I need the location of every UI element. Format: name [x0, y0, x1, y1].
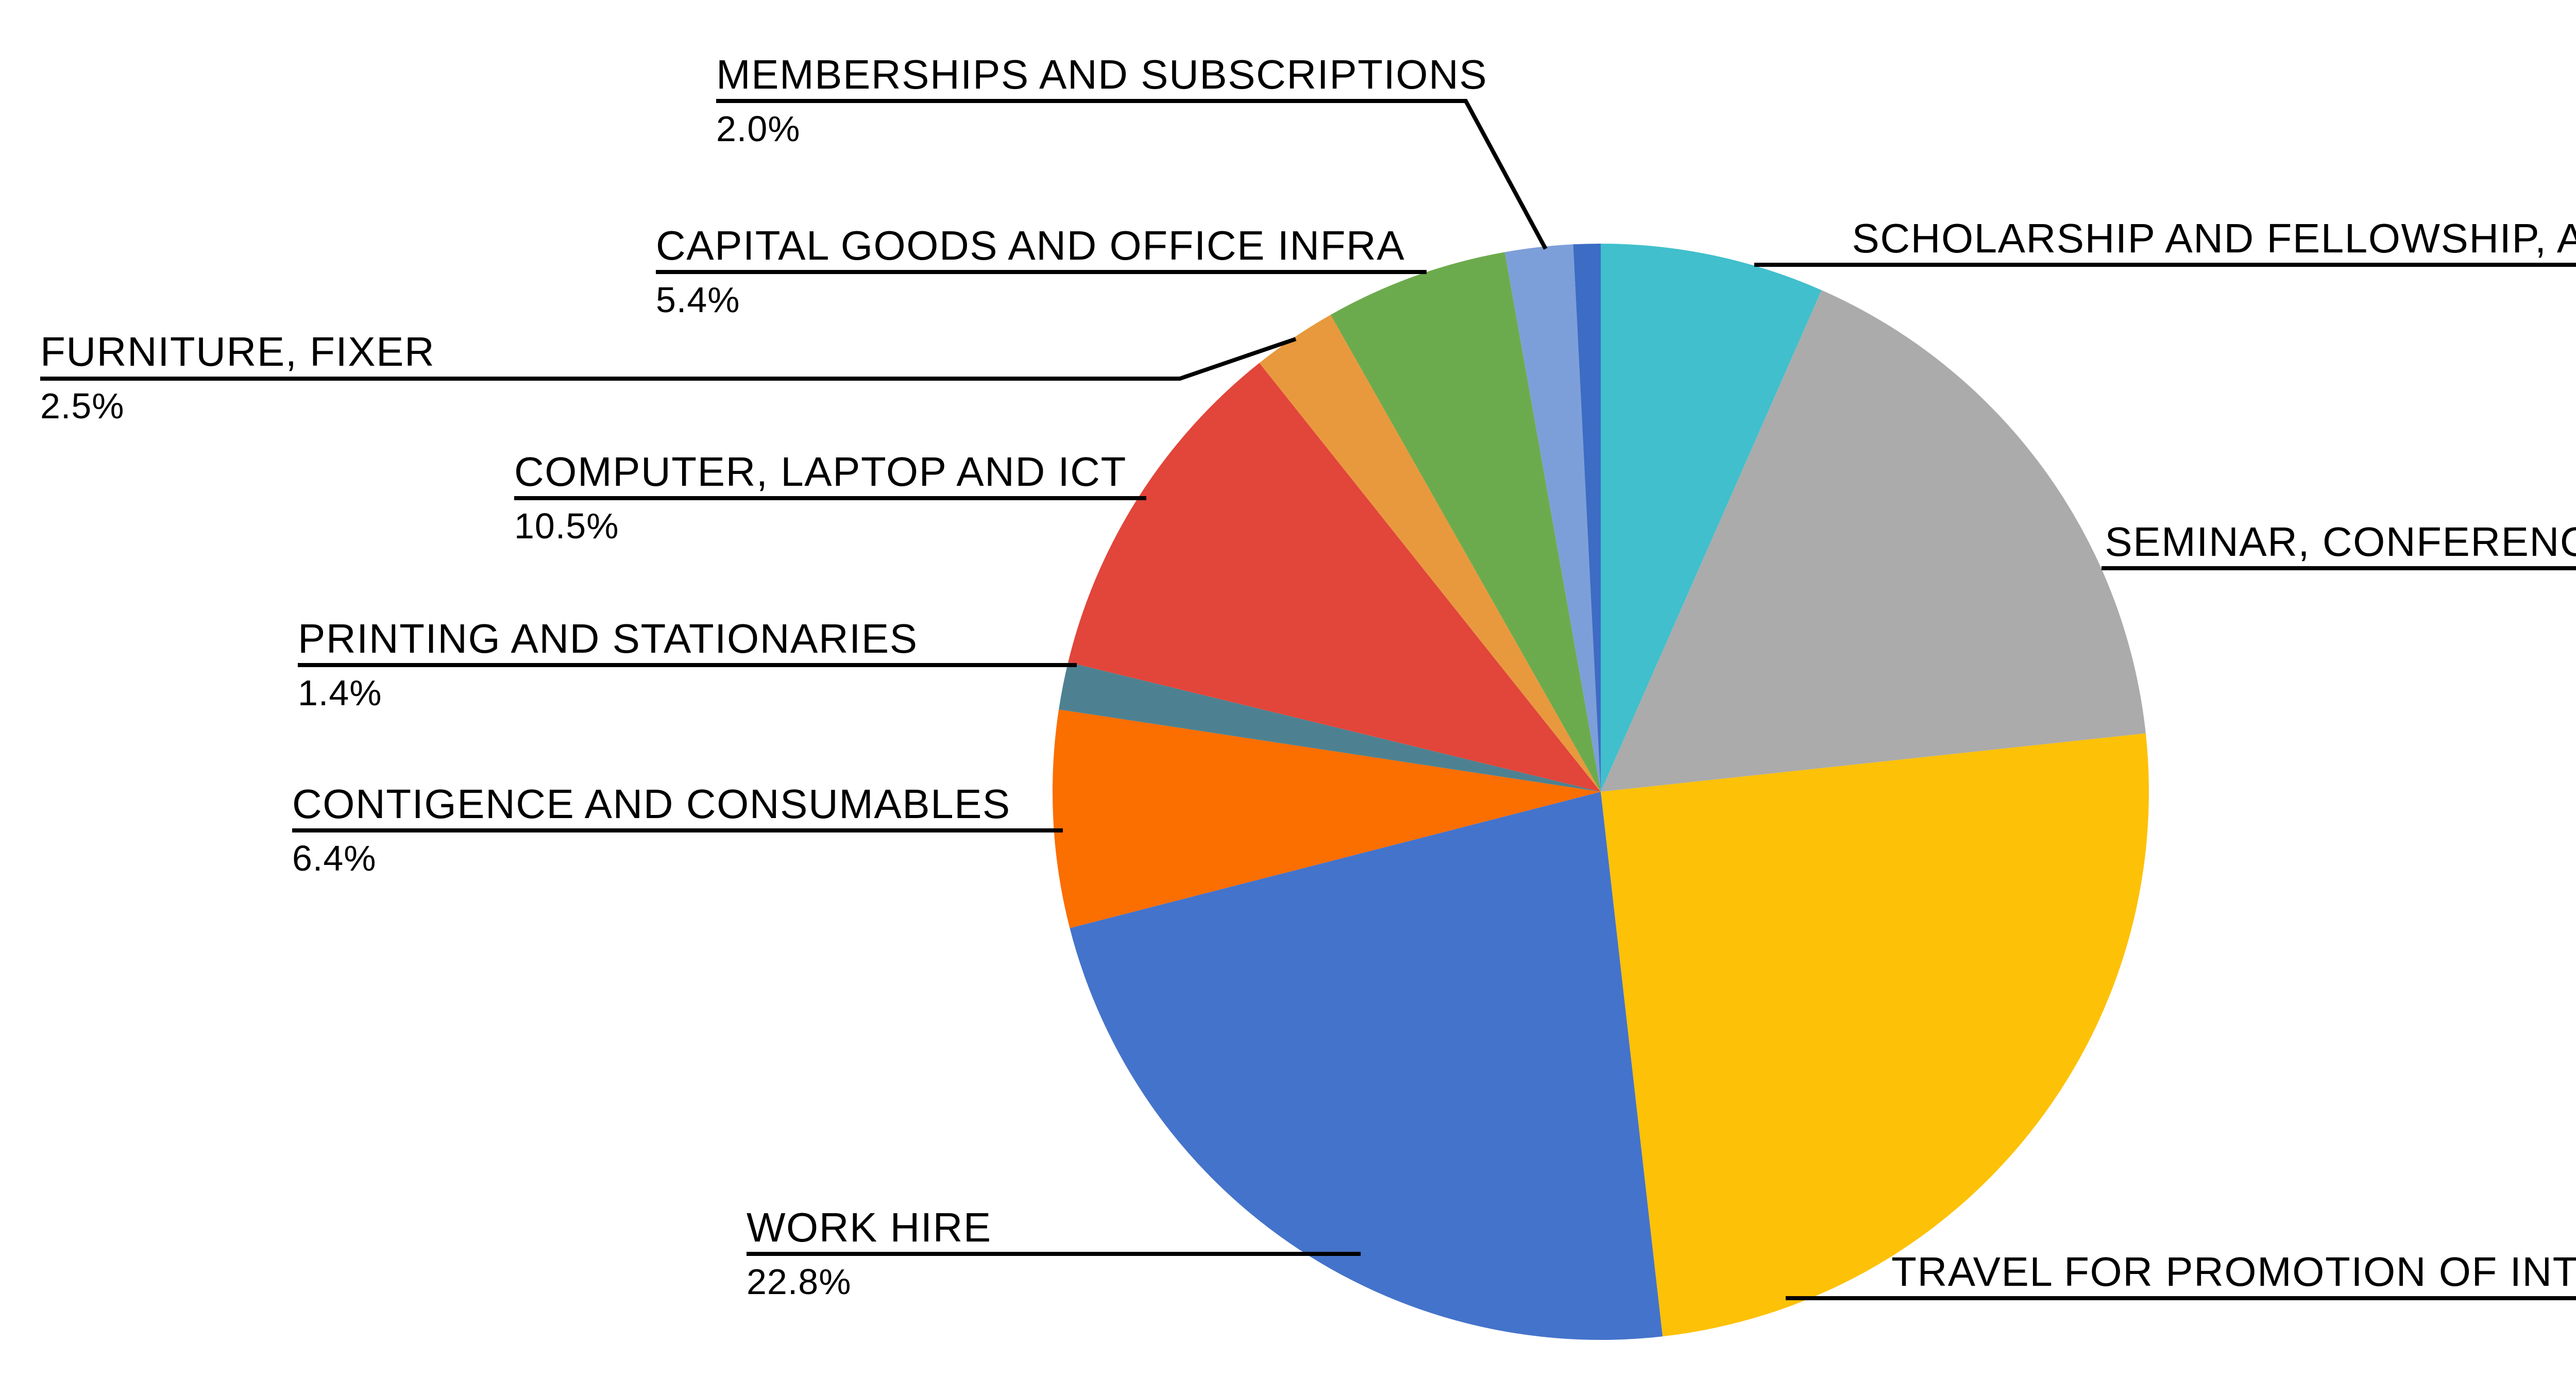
slice-label-work-hire: WORK HIRE — [747, 1204, 992, 1250]
slice-label-contingence: CONTIGENCE AND CONSUMABLES — [292, 781, 1011, 827]
slice-label-memberships: MEMBERSHIPS AND SUBSCRIPTIONS — [716, 52, 1487, 97]
slice-labels: MEMBERSHIPS AND SUBSCRIPTIONS 2.0% CAPIT… — [40, 52, 2576, 1302]
slice-label-travel: TRAVEL FOR PROMOTION OF INTERNATIONAL RE… — [1891, 1249, 2576, 1295]
pie-slice-7[interactable] — [1259, 315, 1601, 792]
pie-slice-3[interactable] — [1070, 792, 1663, 1340]
slice-pct-work-hire: 22.8% — [747, 1262, 851, 1302]
pie-slice-10[interactable] — [1573, 243, 1601, 792]
slice-label-capital: CAPITAL GOODS AND OFFICE INFRA — [656, 223, 1405, 268]
pie — [1053, 243, 2149, 1340]
pie-slice-6[interactable] — [1068, 363, 1601, 792]
callout-lines — [40, 99, 2576, 1300]
slice-label-computer: COMPUTER, LAPTOP AND ICT — [514, 449, 1127, 495]
pie-slice-8[interactable] — [1330, 252, 1601, 792]
callout-memberships — [716, 99, 1548, 250]
callout-furniture — [40, 337, 1297, 381]
slice-label-scholarship: SCHOLARSHIP AND FELLOWSHIP, AWARDS, REWA… — [1852, 215, 2576, 261]
pie-slice-4[interactable] — [1053, 709, 1601, 928]
slice-pct-printing: 1.4% — [298, 673, 382, 713]
pie-slice-5[interactable] — [1059, 662, 1601, 792]
pie-slice-0[interactable] — [1601, 244, 1822, 792]
slice-pct-memberships: 2.0% — [716, 109, 801, 149]
slice-pct-capital: 5.4% — [656, 280, 740, 320]
slice-label-seminar: SEMINAR, CONFERENCE, EVENTS AND DELE... — [2105, 519, 2576, 565]
slice-pct-contingence: 6.4% — [292, 838, 377, 878]
pie-slice-1[interactable] — [1601, 290, 2146, 792]
slice-pct-furniture: 2.5% — [40, 386, 125, 426]
pie-slice-9[interactable] — [1504, 244, 1601, 792]
slice-label-printing: PRINTING AND STATIONARIES — [298, 616, 918, 661]
slice-label-furniture: FURNITURE, FIXER — [40, 329, 435, 375]
pie-slice-2[interactable] — [1601, 733, 2149, 1337]
slice-pct-computer: 10.5% — [514, 506, 619, 546]
